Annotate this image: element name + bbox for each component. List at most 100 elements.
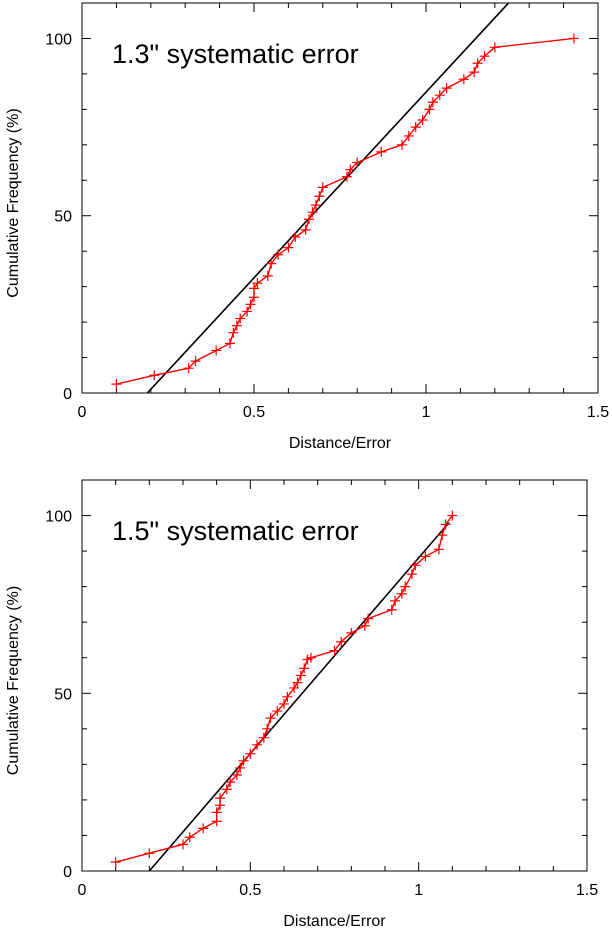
data-point [198, 823, 209, 834]
data-point [479, 51, 490, 62]
data-point [469, 67, 480, 78]
data-point [262, 723, 273, 734]
data-point [266, 258, 277, 269]
data-point [144, 848, 155, 859]
data-point [211, 816, 222, 827]
data-point [231, 320, 242, 331]
data-point [249, 292, 259, 303]
data-point [363, 613, 374, 624]
data-point [346, 627, 357, 638]
data-point [440, 519, 451, 530]
data-point [265, 713, 276, 724]
data-point [279, 698, 289, 709]
y-tick-label: 0 [63, 864, 72, 881]
data-point [441, 83, 452, 94]
y-tick-label: 0 [63, 386, 72, 403]
x-tick-label: 0 [78, 882, 87, 899]
y-tick-label: 100 [45, 31, 72, 48]
panel-title: 1.5" systematic error [112, 516, 359, 546]
x-tick-label: 0 [78, 404, 87, 421]
data-point [211, 345, 222, 356]
x-tick-label: 1.5 [576, 882, 598, 899]
plot-frame [81, 2, 599, 394]
series-group [110, 510, 458, 871]
y-tick-label: 50 [54, 209, 72, 226]
data-point [289, 682, 300, 693]
data-point [314, 191, 325, 202]
data-point [434, 90, 445, 101]
data-point [447, 510, 458, 521]
data-point [300, 224, 311, 235]
data-point [190, 356, 201, 367]
data-point [386, 604, 397, 615]
data-point [282, 691, 293, 702]
y-tick-label: 100 [45, 509, 72, 526]
y-axis-label: Cumulative Frequency (%) [5, 586, 22, 775]
data-point [249, 283, 259, 294]
data-point [292, 677, 303, 688]
data-point [283, 242, 294, 253]
data-point [406, 569, 417, 580]
data-point [396, 139, 407, 150]
data-point [238, 755, 249, 766]
data-point [235, 762, 246, 773]
data-point [304, 214, 315, 225]
data-point [341, 171, 352, 182]
data-point [245, 299, 256, 310]
data-point [359, 620, 370, 631]
data-point [472, 58, 483, 69]
data-point [183, 363, 194, 374]
data-point [489, 42, 500, 53]
x-tick-label: 1.5 [587, 404, 609, 421]
data-point [252, 739, 263, 750]
data-point [307, 207, 318, 218]
panel-top: 0 0.5 1 1.5 0 50 100 Distance/Error Cumulative F… [5, 2, 609, 452]
data-point [149, 370, 160, 381]
x-tick-label: 0.5 [243, 404, 265, 421]
data-point [305, 652, 316, 663]
data-point [273, 249, 284, 260]
data-line [116, 37, 574, 385]
data-point [352, 157, 363, 168]
data-point [258, 732, 269, 743]
data-point [224, 338, 235, 349]
data-point [310, 200, 321, 211]
data-point [252, 278, 263, 289]
data-point [437, 530, 448, 541]
data-point [299, 663, 310, 674]
data-point [184, 832, 195, 843]
data-point [245, 748, 256, 759]
data-point [317, 182, 328, 193]
x-axis-label: Distance/Error [283, 913, 386, 930]
y-axis-label: Cumulative Frequency (%) [5, 108, 22, 297]
data-point [221, 784, 232, 795]
data-point [242, 306, 253, 317]
data-point [336, 636, 347, 647]
data-point [215, 793, 226, 804]
fit-line [146, 3, 510, 393]
data-point [427, 97, 438, 108]
data-point [433, 544, 444, 555]
data-point [178, 839, 188, 850]
x-axis-label: Distance/Error [289, 435, 392, 452]
data-point [410, 122, 421, 133]
data-point [420, 551, 431, 562]
data-point [424, 104, 435, 115]
data-point [458, 74, 469, 85]
data-point [345, 164, 356, 175]
data-point [400, 581, 411, 592]
plot-frame [81, 479, 588, 872]
data-point [228, 327, 239, 338]
data-point [290, 232, 301, 242]
data-point [235, 313, 246, 324]
data-point [272, 706, 283, 717]
data-point [111, 379, 122, 390]
data-point [110, 857, 121, 868]
data-point [410, 560, 421, 571]
x-tick-label: 0.5 [239, 882, 261, 899]
panel-bottom: 0 0.5 1 1.5 0 50 100 Distance/Error Cumulative F… [5, 479, 598, 930]
data-point [396, 588, 407, 599]
series-group [111, 3, 579, 393]
data-point [211, 807, 222, 818]
